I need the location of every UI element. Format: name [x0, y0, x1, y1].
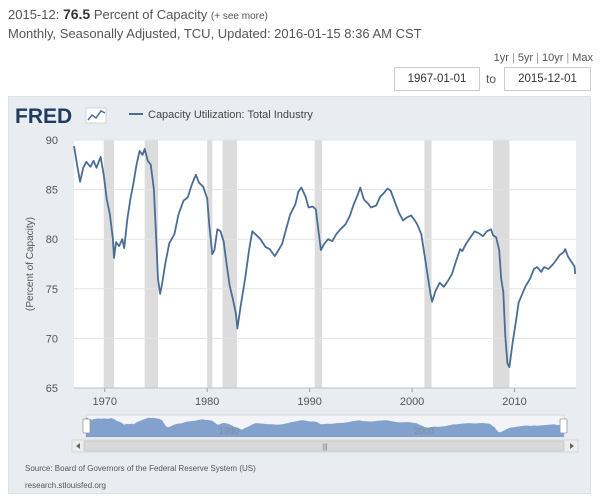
headline-value: 76.5 [62, 6, 91, 22]
y-tick-label-85: 85 [46, 185, 58, 197]
navigator-left-handle[interactable] [82, 418, 91, 434]
recession-band-5 [424, 140, 432, 388]
x-tick-label-1980: 1980 [195, 396, 219, 408]
navigator-area [86, 417, 564, 437]
y-tick-label-80: 80 [46, 234, 58, 246]
x-tick-label-2000: 2000 [400, 396, 424, 408]
recession-band-1 [144, 140, 159, 388]
y-tick-label-90: 90 [46, 135, 58, 147]
start-date-input[interactable] [394, 67, 480, 91]
x-axis: 1970 1980 1990 2000 2010 [92, 388, 527, 408]
y-axis: 65 70 75 80 85 90 [46, 135, 58, 395]
end-date-input[interactable] [504, 67, 591, 91]
legend-label: Capacity Utilization: Total Industry [148, 109, 313, 121]
x-tick-label-2010: 2010 [502, 396, 526, 408]
navigator-label-1980: 1980 [219, 426, 239, 436]
scroll-grip-icon: ||| [322, 444, 328, 451]
logo-graph-icon [85, 107, 107, 124]
navigator-label-2000: 2000 [414, 426, 434, 436]
fred-logo-text: FRED [15, 105, 72, 128]
x-tick-label-1990: 1990 [297, 396, 321, 408]
y-tick-label-70: 70 [46, 333, 58, 345]
recession-band-0 [103, 140, 114, 388]
source-note: Source: Board of Governors of the Federa… [25, 464, 256, 473]
series-line-capacity-utilization [73, 145, 577, 369]
scrollbar-thumb[interactable] [83, 440, 565, 452]
recession-band-2 [207, 140, 213, 388]
y-axis-label: (Percent of Capacity) [25, 217, 36, 311]
site-note[interactable]: research.stlouisfed.org [25, 481, 106, 490]
range-max-link[interactable]: Max [572, 52, 593, 64]
y-tick-label-75: 75 [46, 284, 58, 296]
headline-period: 2015-12: [8, 7, 60, 22]
headline: 2015-12: 76.5 Percent of Capacity (+ see… [8, 6, 268, 22]
range-10yr-link[interactable]: 10yr [541, 52, 564, 64]
scroll-right-arrow-icon[interactable] [570, 443, 574, 449]
scroll-left-arrow-icon[interactable] [76, 443, 80, 449]
fred-logo: FRED [15, 105, 107, 128]
recession-band-4 [314, 140, 322, 388]
see-more-link[interactable]: (+ see more) [210, 11, 268, 22]
headline-units: Percent of Capacity [93, 7, 208, 22]
y-tick-label-65: 65 [46, 383, 58, 395]
navigator-right-handle[interactable] [559, 418, 568, 434]
series-subtitle: Monthly, Seasonally Adjusted, TCU, Updat… [8, 26, 422, 41]
chart-legend: Capacity Utilization: Total Industry [129, 109, 313, 121]
range-1yr-link[interactable]: 1yr [493, 52, 509, 64]
range-links: 1yr | 5yr | 10yr | Max [493, 52, 593, 64]
range-navigator[interactable]: 1980 2000 ||| [71, 414, 579, 453]
recession-band-3 [222, 140, 237, 388]
to-label: to [486, 72, 497, 86]
range-5yr-link[interactable]: 5yr [517, 52, 534, 64]
x-tick-label-1970: 1970 [92, 396, 116, 408]
